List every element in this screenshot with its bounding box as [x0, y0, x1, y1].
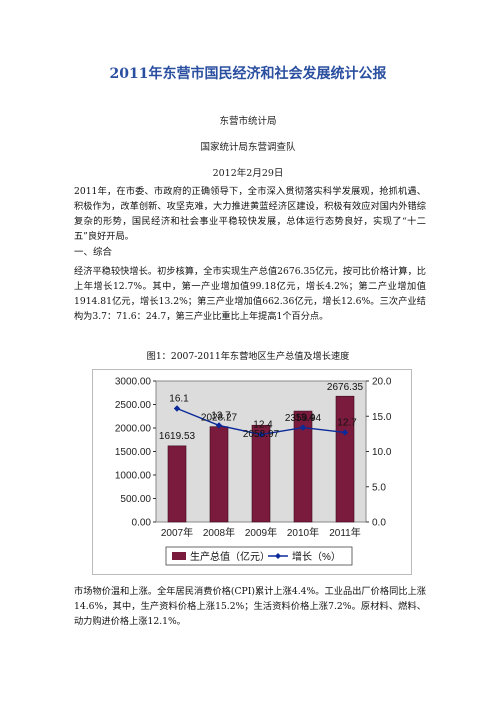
- issuer-survey-team: 国家统计局东营调查队: [200, 142, 296, 153]
- left-tick-label: 3000.00: [115, 377, 152, 388]
- document-title: 2011年东营市国民经济和社会发展统计公报: [109, 66, 387, 82]
- figure-caption: 图1：2007-2011年东营地区生产总值及增长速度: [146, 351, 350, 362]
- gdp-bar: [209, 426, 229, 523]
- x-category-label: 2011年: [329, 526, 361, 539]
- gdp-bar: [293, 410, 313, 523]
- x-category-label: 2010年: [287, 526, 319, 539]
- gdp-chart-svg: 0.00 500.00 1000.00 1500.00 2000.00 2500.00 30…: [92, 369, 412, 575]
- right-tick-label: 5.0: [372, 482, 386, 493]
- growth-data-label: 13.4: [295, 413, 315, 424]
- right-tick-label: 0.0: [372, 518, 386, 529]
- legend-label-growth: 增长（%）: [292, 550, 341, 563]
- intro-paragraph: 2011年，在市委、市政府的正确领导下，全市深入贯彻落实科学发展观，抢抓机遇、积…: [74, 186, 426, 242]
- growth-point: [257, 431, 265, 438]
- gdp-chart: 0.00 500.00 1000.00 1500.00 2000.00 2500.00 30…: [92, 369, 412, 575]
- gdp-data-label: 2028.27: [201, 413, 238, 424]
- growth-point: [173, 405, 181, 412]
- economy-paragraph: 经济平稳较快增长。初步核算，全市实现生产总值2676.35亿元，按可比价格计算，…: [74, 266, 426, 322]
- legend-box: [165, 546, 353, 566]
- gdp-bar: [335, 395, 355, 523]
- left-tick-label: 0.00: [132, 518, 152, 529]
- section-heading-overview: 一、综合: [74, 247, 113, 258]
- legend-swatch-gdp: [172, 552, 186, 560]
- left-tick-label: 2500.00: [115, 400, 152, 411]
- gdp-data-label: 2058.97: [243, 429, 280, 440]
- gdp-bar: [251, 424, 271, 523]
- right-tick-label: 10.0: [372, 447, 392, 458]
- growth-point: [215, 422, 223, 429]
- gdp-data-label: 2676.35: [327, 382, 364, 393]
- x-category-label: 2009年: [245, 526, 277, 539]
- growth-point: [299, 424, 307, 431]
- left-tick-label: 2000.00: [115, 424, 152, 435]
- prices-paragraph: 市场物价温和上涨。全年居民消费价格(CPI)累计上涨4.4%。工业品出厂价格同比…: [74, 586, 426, 627]
- x-category-label: 2007年: [161, 526, 193, 539]
- left-tick-label: 1000.00: [115, 471, 152, 482]
- growth-data-label: 12.4: [253, 420, 273, 431]
- growth-data-label: 16.1: [169, 393, 189, 404]
- right-tick-label: 20.0: [372, 377, 392, 388]
- publish-date: 2012年2月29日: [212, 168, 284, 179]
- x-category-label: 2008年: [203, 526, 235, 539]
- legend-marker-growth: [275, 553, 281, 559]
- growth-data-label: 12.7: [337, 417, 357, 428]
- growth-data-label: 13.7: [211, 410, 231, 421]
- left-tick-label: 500.00: [120, 494, 151, 505]
- growth-point: [341, 429, 349, 436]
- issuer-statistics-bureau: 东营市统计局: [219, 116, 277, 127]
- right-tick-label: 15.0: [372, 412, 392, 423]
- gdp-bar: [167, 445, 187, 523]
- gdp-data-label: 1619.53: [159, 431, 196, 442]
- gdp-data-label: 2359.94: [285, 413, 322, 424]
- legend-label-gdp: 生产总值（亿元）: [190, 550, 270, 563]
- left-tick-label: 1500.00: [115, 447, 152, 458]
